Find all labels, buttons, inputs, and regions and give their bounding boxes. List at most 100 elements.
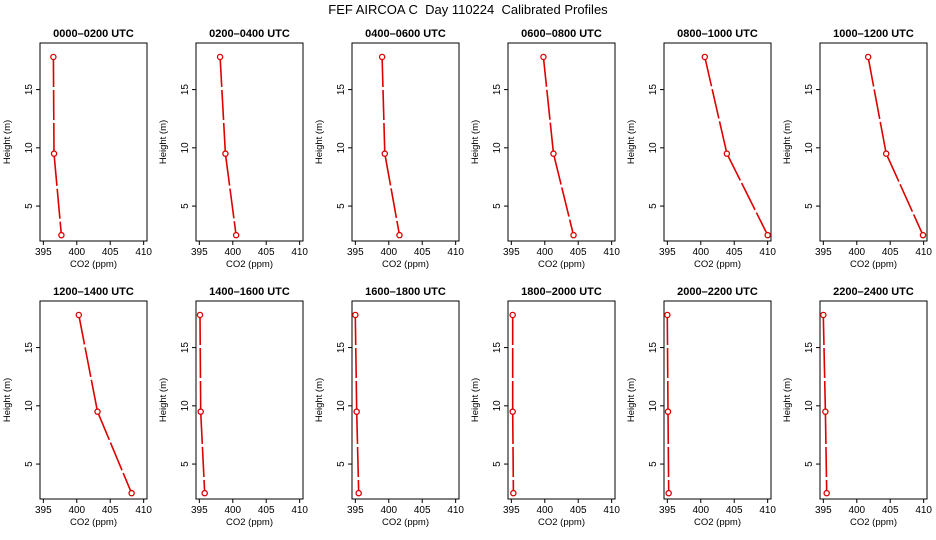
y-axis-label: Height (m) [626,378,637,422]
y-axis-label: Height (m) [782,120,793,164]
data-point [882,150,890,157]
x-axis-label: CO2 (ppm) [850,517,897,528]
profile-line [199,314,206,494]
data-point [50,53,57,61]
x-tick-label: 405 [882,505,899,516]
data-point [823,489,830,497]
x-tick-label: 395 [35,247,52,258]
panel-title: 0200–0400 UTC [209,28,290,40]
x-axis-label: CO2 (ppm) [382,259,429,270]
profile-panel: 1400–1600 UTC 395 400 405 410 CO2 (ppm) 5 10 15 H… [158,286,308,528]
profile-line [867,56,924,236]
data-point [723,150,731,157]
x-tick-label: 400 [68,505,85,516]
x-tick-label: 400 [848,505,865,516]
y-tick-label: 5 [804,203,815,209]
y-axis-label: Height (m) [2,378,13,422]
data-point [196,311,204,319]
y-axis-label: Height (m) [314,378,325,422]
x-tick-label: 400 [536,247,553,258]
y-tick-label: 15 [648,84,659,96]
y-tick-label: 10 [492,142,503,154]
profile-panel: 0200–0400 UTC 395 400 405 410 CO2 (ppm) 5 10 15 H… [158,28,308,270]
y-tick-label: 15 [492,342,503,354]
x-tick-label: 405 [102,247,119,258]
profile-panel: 0800–1000 UTC 395 400 405 410 CO2 (ppm) 5 10 15 H… [626,28,776,270]
profile-line [381,56,401,236]
x-tick-label: 395 [35,505,52,516]
x-tick-label: 395 [815,247,832,258]
x-axis-label: CO2 (ppm) [694,517,741,528]
y-tick-label: 15 [24,342,35,354]
y-tick-label: 10 [804,142,815,154]
x-tick-label: 410 [603,247,620,258]
y-tick-label: 10 [336,400,347,412]
y-tick-label: 15 [336,84,347,96]
data-point [396,231,403,239]
x-axis-label: CO2 (ppm) [538,259,585,270]
data-point [197,408,204,415]
profile-panel: 0600–0800 UTC 395 400 405 410 CO2 (ppm) 5 10 15 H… [470,28,620,270]
data-point [378,53,386,61]
panel-title: 1600–1800 UTC [365,286,446,298]
profile-panel: 1600–1800 UTC 395 400 405 410 CO2 (ppm) 5 10 15 H… [314,286,464,528]
y-tick-label: 10 [648,400,659,412]
profile-line [822,314,828,494]
profile-line [542,56,575,236]
x-tick-label: 410 [915,247,932,258]
data-point [510,489,517,497]
x-tick-label: 400 [692,505,709,516]
profile-panel: 1800–2000 UTC 395 400 405 410 CO2 (ppm) 5 10 15 H… [470,286,620,528]
data-point [664,311,671,319]
x-tick-label: 405 [414,505,431,516]
plot-frame [195,300,304,500]
x-tick-label: 405 [258,505,275,516]
data-point [919,231,927,239]
panel-title: 0800–1000 UTC [677,28,758,40]
data-point [216,53,224,61]
data-point [75,311,83,319]
y-axis-label: Height (m) [626,120,637,164]
y-tick-label: 15 [492,84,503,96]
profile-panel: 2000–2200 UTC 395 400 405 410 CO2 (ppm) 5 10 15 H… [626,286,776,528]
profile-panel: 2200–2400 UTC 395 400 405 410 CO2 (ppm) 5 10 15 H… [782,286,932,528]
profile-panel: 1000–1200 UTC 395 400 405 410 CO2 (ppm) 5 10 15 H… [782,28,932,270]
x-tick-label: 410 [135,247,152,258]
y-tick-label: 10 [24,142,35,154]
y-tick-label: 5 [492,461,503,467]
plot-frame [663,300,772,500]
x-tick-label: 410 [447,505,464,516]
y-tick-label: 5 [804,461,815,467]
y-tick-label: 10 [180,142,191,154]
profile-line [52,56,63,236]
y-tick-label: 10 [336,142,347,154]
x-tick-label: 400 [848,247,865,258]
x-axis-label: CO2 (ppm) [70,259,117,270]
data-point [232,231,240,239]
profile-line [666,314,670,494]
profile-line [354,314,360,494]
y-tick-label: 5 [180,203,191,209]
plot-frame [819,42,928,242]
data-point [665,489,672,497]
y-tick-label: 5 [24,461,35,467]
y-tick-label: 5 [648,203,659,209]
plot-frame [39,300,148,500]
plot-frame [507,300,616,500]
y-axis-label: Height (m) [470,378,481,422]
x-tick-label: 400 [380,247,397,258]
data-point [540,53,547,61]
y-axis-label: Height (m) [314,120,325,164]
x-tick-label: 400 [536,505,553,516]
data-point [355,489,362,497]
data-point [201,489,208,497]
y-axis-label: Height (m) [470,120,481,164]
y-axis-label: Height (m) [2,120,13,164]
y-axis-label: Height (m) [782,378,793,422]
x-tick-label: 405 [570,505,587,516]
figure-title: FEF AIRCOA C Day 110224 Calibrated Profi… [328,2,608,17]
data-point [509,408,516,415]
data-point [822,408,829,415]
panel-title: 0000–0200 UTC [53,28,134,40]
x-axis-label: CO2 (ppm) [694,259,741,270]
